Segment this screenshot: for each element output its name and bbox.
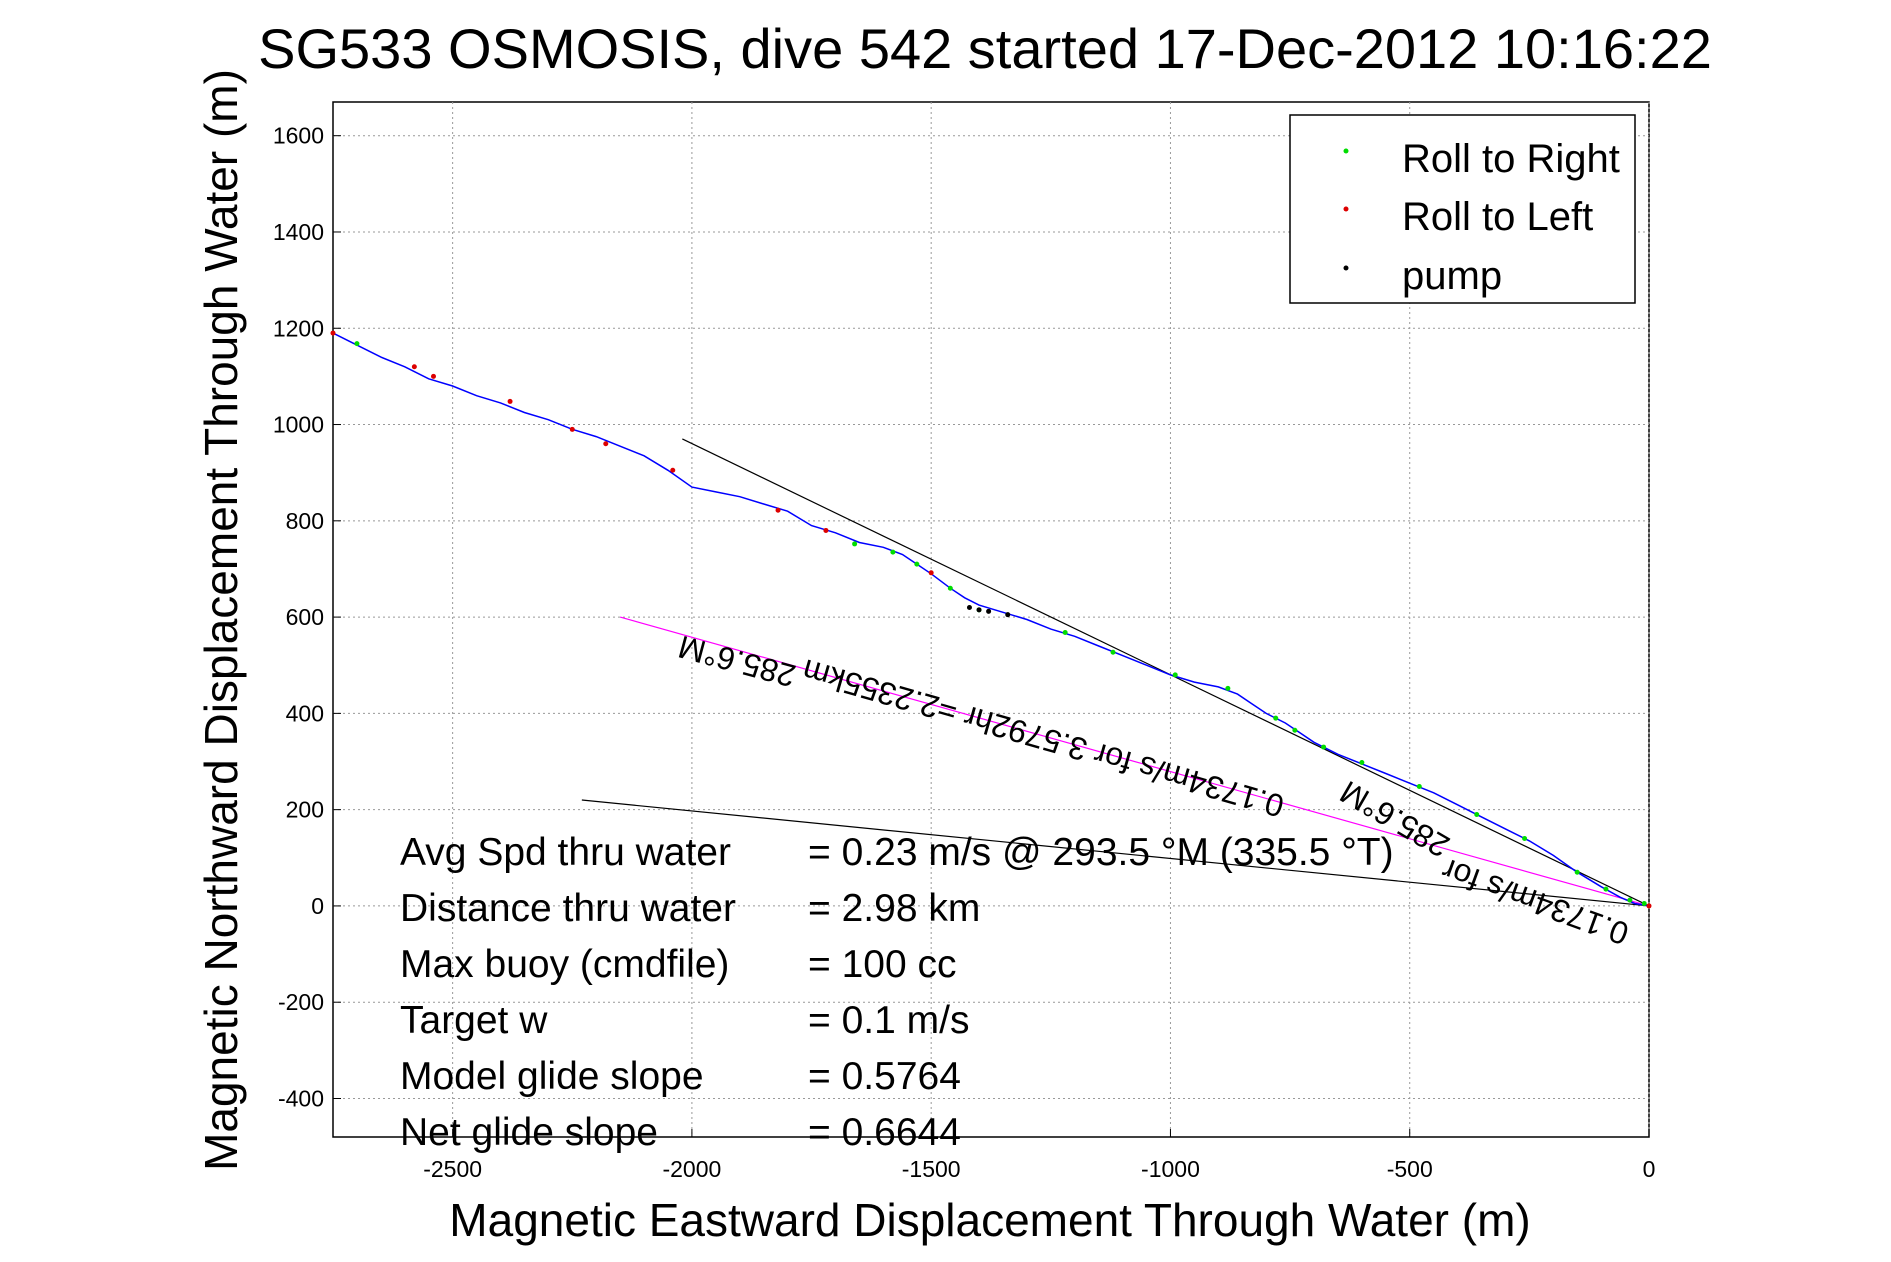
roll-right-point: [1359, 759, 1365, 765]
x-ticks: -2500 -2000 -1500 -1000 -500 0: [423, 1129, 1655, 1182]
roll-right-point: [354, 341, 360, 347]
roll-right-point: [890, 549, 896, 555]
stat-label: Max buoy (cmdfile): [400, 943, 729, 986]
stat-value: = 0.1 m/s: [808, 999, 969, 1042]
y-ticks: -400 -200 0 200 400 600 800 1000 1200 1400 1600: [273, 123, 341, 1111]
stat-value: = 0.23 m/s @ 293.5 °M (335.5 °T): [808, 831, 1394, 874]
y-tick-label: 0: [311, 893, 324, 919]
roll-right-point: [1292, 727, 1298, 733]
y-tick-label: 1200: [273, 315, 324, 341]
roll-right-point: [1321, 744, 1327, 750]
roll-right-point: [1627, 897, 1633, 903]
roll-right-point: [947, 585, 953, 591]
roll-right-point: [1603, 886, 1609, 892]
roll-left-point: [430, 373, 436, 379]
pump-point: [976, 607, 982, 613]
y-tick-label: 1400: [273, 219, 324, 245]
roll-right-point: [1062, 629, 1068, 635]
pump-point: [1005, 612, 1011, 618]
roll-right-point: [914, 561, 920, 567]
stat-value: = 0.6644: [808, 1111, 961, 1154]
roll-left-point: [1646, 903, 1652, 909]
roll-left-point: [823, 527, 829, 533]
legend-marker-pump: [1343, 265, 1349, 271]
roll-right-point: [1416, 784, 1422, 790]
y-tick-label: 200: [286, 797, 324, 823]
y-tick-label: 600: [286, 604, 324, 630]
y-axis-label: Magnetic Northward Displacement Through …: [195, 69, 247, 1171]
pump-point: [986, 608, 992, 614]
stat-label: Net glide slope: [400, 1111, 658, 1154]
x-tick-label: -500: [1387, 1156, 1433, 1182]
roll-right-point: [1574, 869, 1580, 875]
roll-right-point: [1474, 811, 1480, 817]
y-tick-label: 400: [286, 700, 324, 726]
x-tick-label: -2500: [423, 1156, 482, 1182]
roll-left-point: [928, 570, 934, 576]
stat-label: Target w: [400, 999, 548, 1042]
x-tick-label: -1500: [902, 1156, 961, 1182]
x-tick-label: 0: [1643, 1156, 1656, 1182]
stat-value: = 0.5764: [808, 1055, 961, 1098]
roll-right-point: [1225, 685, 1231, 691]
stats-block: Avg Spd thru water = 0.23 m/s @ 293.5 °M …: [400, 831, 1394, 1154]
stat-label: Avg Spd thru water: [400, 831, 731, 874]
roll-left-point: [775, 507, 781, 513]
markers: [330, 330, 1652, 909]
stat-label: Distance thru water: [400, 887, 736, 930]
roll-right-point: [1522, 836, 1528, 842]
y-tick-label: 1600: [273, 123, 324, 149]
y-tick-label: 1000: [273, 412, 324, 438]
x-tick-label: -2000: [662, 1156, 721, 1182]
legend-label-roll-left: Roll to Left: [1402, 195, 1593, 239]
roll-left-point: [670, 467, 676, 473]
roll-right-point: [1273, 715, 1279, 721]
roll-left-point: [569, 426, 575, 432]
roll-left-point: [411, 364, 417, 370]
stat-value: = 100 cc: [808, 943, 957, 986]
roll-right-point: [1641, 901, 1647, 907]
pump-point: [966, 604, 972, 610]
roll-left-point: [330, 330, 336, 336]
roll-right-point: [1110, 649, 1116, 655]
roll-left-point: [603, 441, 609, 447]
y-tick-label: -400: [278, 1085, 324, 1111]
stat-value: = 2.98 km: [808, 887, 980, 930]
roll-left-point: [507, 398, 513, 404]
legend-label-pump: pump: [1402, 254, 1502, 298]
roll-right-point: [1172, 672, 1178, 678]
legend: Roll to Right Roll to Left pump: [1289, 114, 1636, 304]
legend-marker-roll-left: [1343, 206, 1349, 212]
y-tick-label: 800: [286, 508, 324, 534]
y-tick-label: -200: [278, 989, 324, 1015]
stat-label: Model glide slope: [400, 1055, 704, 1098]
chart-title: SG533 OSMOSIS, dive 542 started 17-Dec-2…: [258, 17, 1712, 80]
reference-line: [619, 616, 1650, 907]
roll-right-point: [852, 541, 858, 547]
reference-line: [581, 799, 1650, 907]
x-axis-label: Magnetic Eastward Displacement Through W…: [449, 1194, 1530, 1246]
legend-label-roll-right: Roll to Right: [1402, 137, 1620, 181]
legend-marker-roll-right: [1343, 148, 1349, 154]
x-tick-label: -1000: [1141, 1156, 1200, 1182]
